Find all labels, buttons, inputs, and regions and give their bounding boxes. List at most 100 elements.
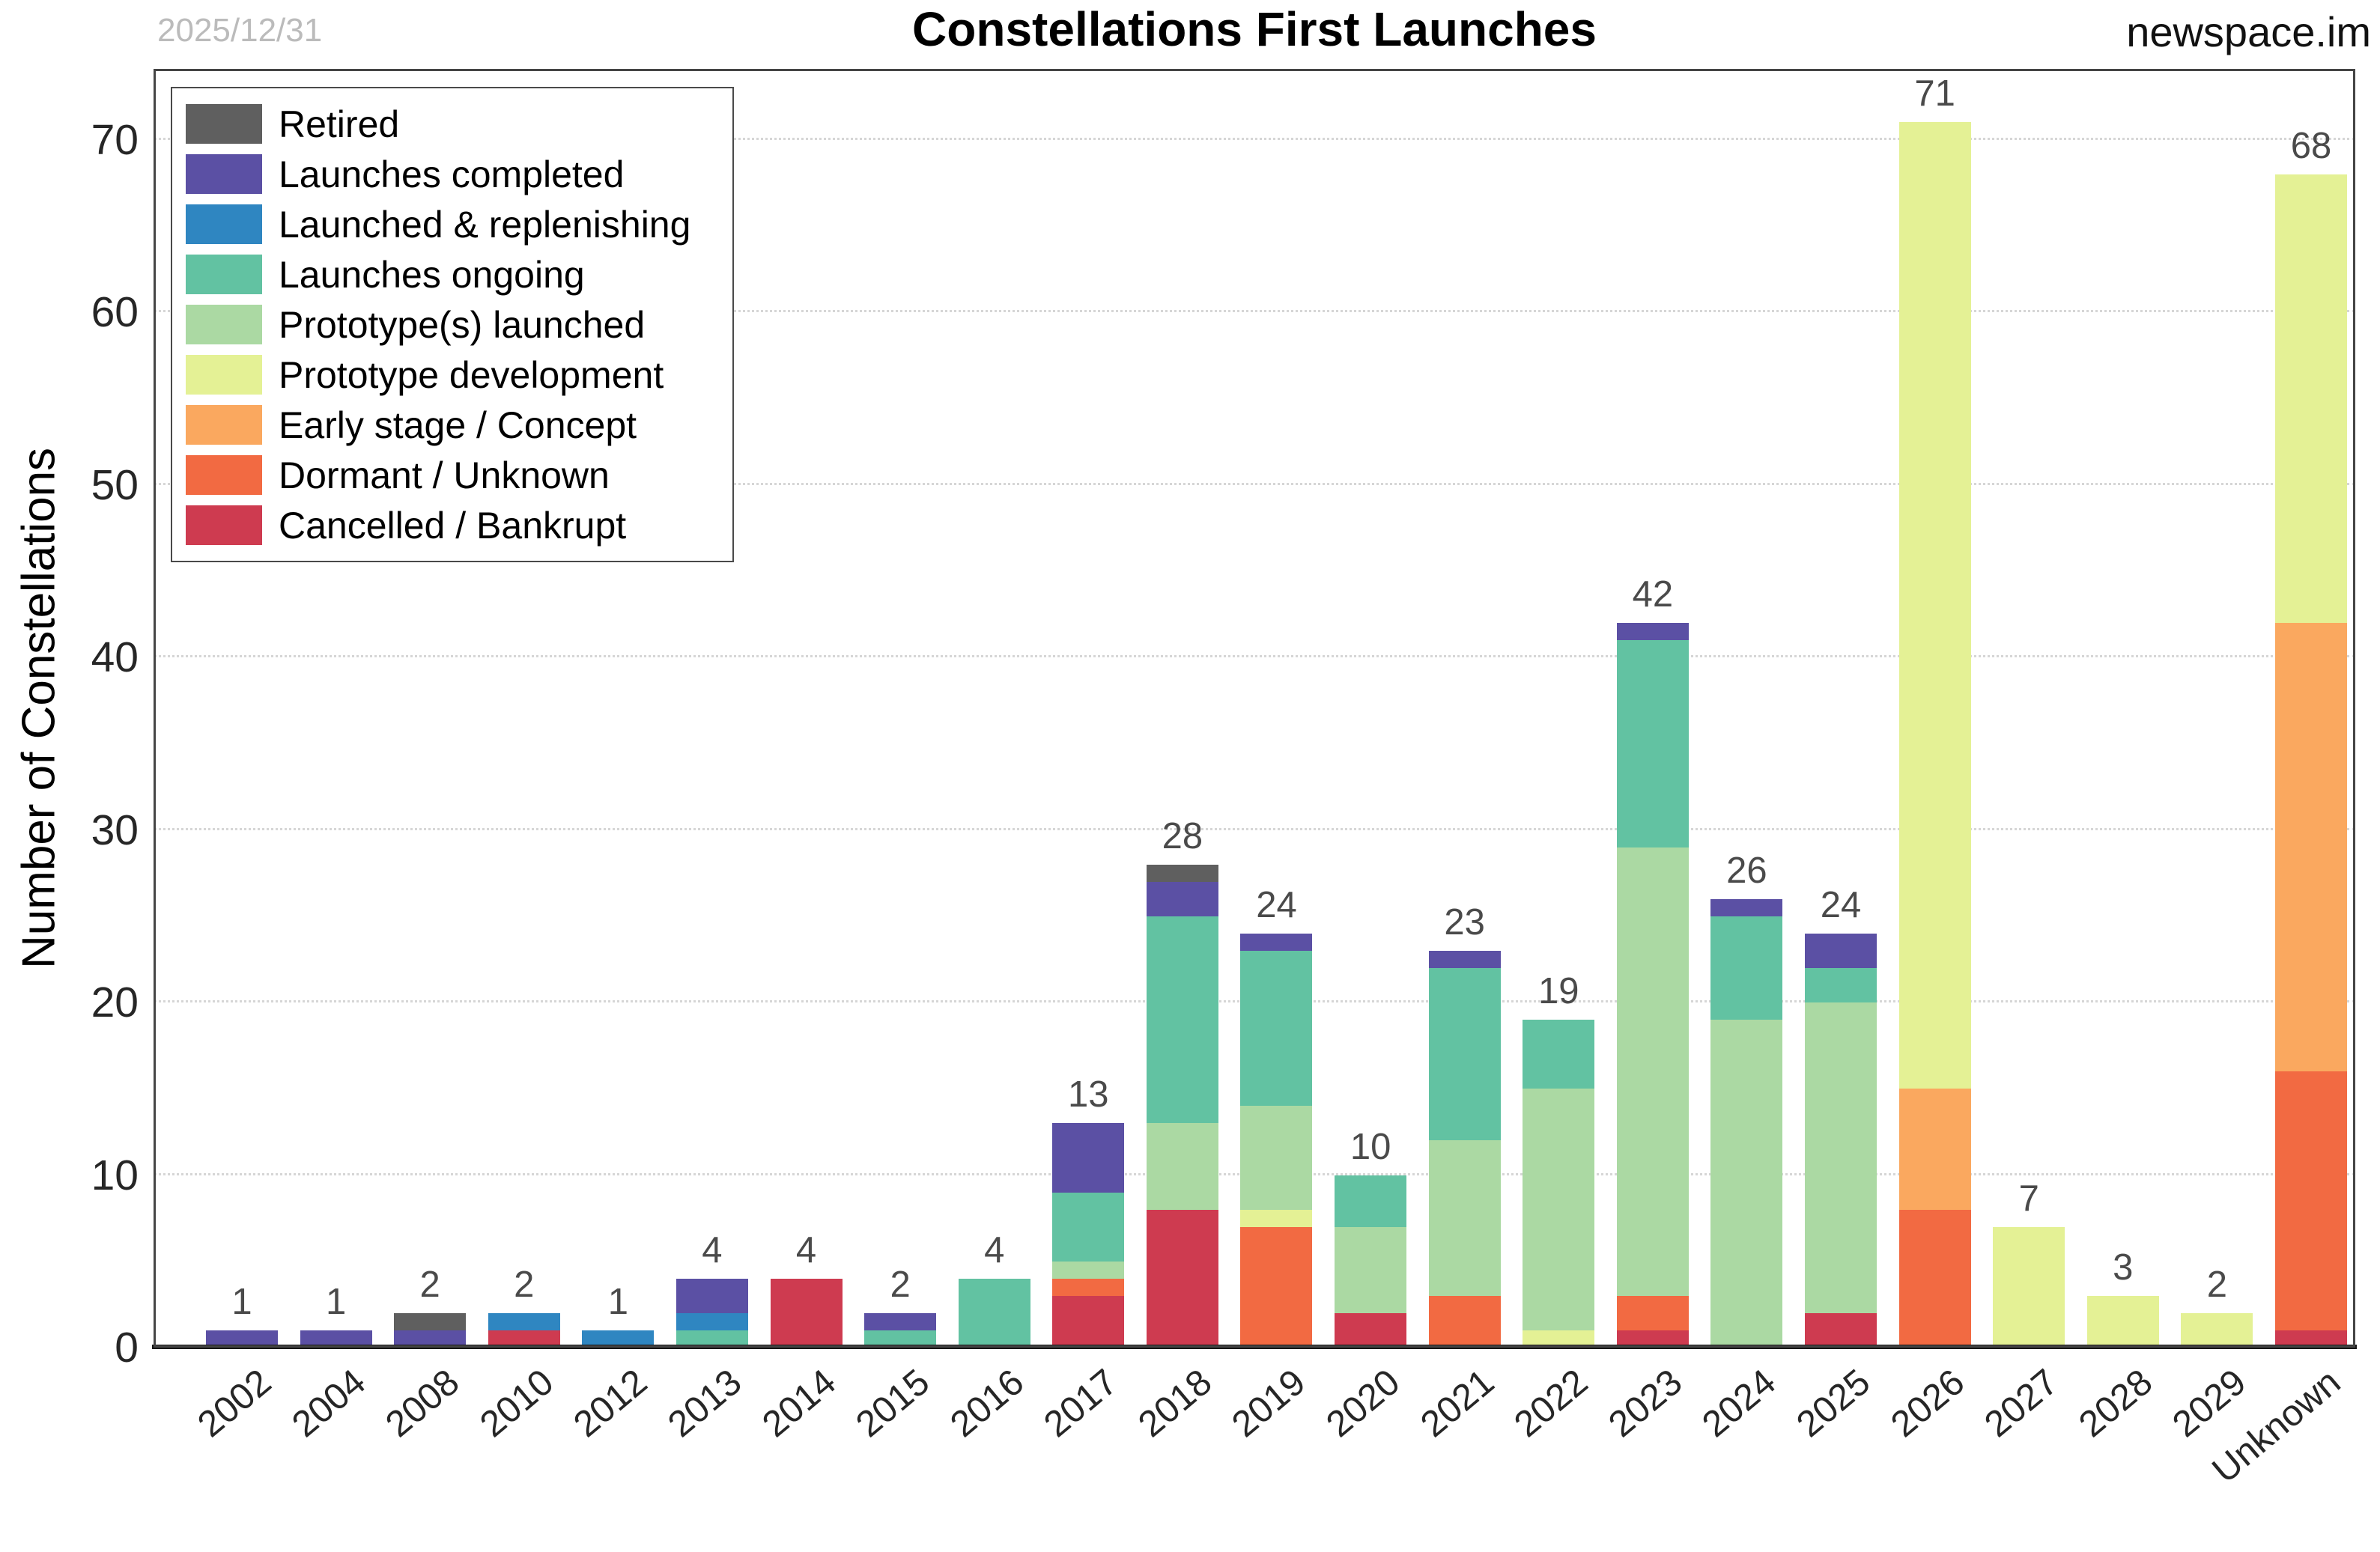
bar-segment-2025-cancelled-bankrupt	[1805, 1312, 1877, 1348]
legend-swatch-prototype-development	[186, 355, 262, 395]
bar-segment-2020-cancelled-bankrupt	[1335, 1312, 1407, 1348]
bar-segment-2020-launches-ongoing	[1335, 1175, 1407, 1227]
bar-segment-2023-prototype-s-launched	[1616, 847, 1689, 1296]
bar-total-2002: 1	[231, 1281, 252, 1322]
bar-segment-2018-cancelled-bankrupt	[1146, 1209, 1218, 1348]
bar-segment-2002-launches-completed	[206, 1330, 278, 1348]
plot-area	[154, 69, 2355, 1348]
legend-swatch-cancelled-bankrupt	[186, 505, 262, 545]
watermark-newspace-im: newspace.im	[2126, 8, 2371, 55]
bar-segment-2023-launches-ongoing	[1616, 639, 1689, 847]
y-tick-60: 60	[91, 288, 139, 336]
bar-total-2021: 23	[1444, 901, 1485, 943]
bar-segment-2024-launches-ongoing	[1710, 916, 1783, 1020]
legend-label: Prototype development	[279, 353, 664, 396]
bar-total-2013: 4	[702, 1229, 723, 1270]
bar-segment-2024-prototype-s-launched	[1710, 1020, 1783, 1348]
y-tick-70: 70	[91, 115, 139, 164]
bar-segment-2010-cancelled-bankrupt	[488, 1330, 560, 1348]
y-tick-0: 0	[115, 1324, 139, 1372]
bar-segment-unknown-cancelled-bankrupt	[2274, 1330, 2347, 1348]
bar-segment-2021-prototype-s-launched	[1428, 1140, 1501, 1296]
bar-segment-2022-prototype-development	[1523, 1330, 1595, 1348]
gridline-30	[154, 827, 2355, 830]
legend-item-cancelled-bankrupt: Cancelled / Bankrupt	[186, 500, 719, 550]
bar-total-2015: 2	[890, 1264, 911, 1305]
legend-label: Launched & replenishing	[279, 203, 691, 246]
bar-segment-2018-prototype-s-launched	[1146, 1123, 1218, 1210]
bar-segment-2013-launches-ongoing	[676, 1330, 748, 1348]
bar-segment-unknown-early-stage-concept	[2274, 622, 2347, 1072]
y-tick-10: 10	[91, 1151, 139, 1199]
bar-total-2029: 2	[2206, 1264, 2227, 1305]
bar-total-2010: 2	[514, 1264, 535, 1305]
bar-total-2018: 28	[1162, 815, 1203, 856]
bar-segment-2013-launched-replenishing	[676, 1312, 748, 1330]
y-axis-title: Number of Constellations	[13, 447, 65, 970]
y-tick-50: 50	[91, 460, 139, 509]
bar-segment-2021-launches-completed	[1428, 950, 1501, 968]
bar-segment-2018-launches-ongoing	[1146, 916, 1218, 1124]
bar-segment-2019-launches-ongoing	[1240, 950, 1313, 1107]
bar-total-2019: 24	[1256, 884, 1297, 925]
bar-total-2017: 13	[1068, 1074, 1109, 1116]
bar-segment-2008-retired	[394, 1312, 467, 1330]
bar-segment-2020-prototype-s-launched	[1335, 1226, 1407, 1313]
bar-segment-2017-cancelled-bankrupt	[1052, 1295, 1125, 1348]
bar-segment-2025-launches-completed	[1805, 933, 1877, 968]
y-tick-30: 30	[91, 806, 139, 854]
gridline-70	[154, 137, 2355, 140]
bar-segment-2019-prototype-development	[1240, 1209, 1313, 1227]
y-tick-40: 40	[91, 633, 139, 681]
bar-segment-2012-launched-replenishing	[582, 1330, 655, 1348]
bar-segment-2010-launched-replenishing	[488, 1312, 560, 1330]
bar-segment-unknown-dormant-unknown	[2274, 1071, 2347, 1330]
bar-segment-2029-prototype-development	[2181, 1312, 2253, 1348]
legend-item-retired: Retired	[186, 99, 719, 149]
legend-label: Launches completed	[279, 153, 625, 195]
bar-total-2008: 2	[419, 1264, 440, 1305]
bar-segment-2013-launches-completed	[676, 1278, 748, 1313]
legend-label: Prototype(s) launched	[279, 303, 646, 346]
bar-total-2012: 1	[607, 1281, 628, 1322]
legend-item-launched-replenishing: Launched & replenishing	[186, 199, 719, 249]
gridline-40	[154, 655, 2355, 657]
bar-segment-2008-launches-completed	[394, 1330, 467, 1348]
legend-label: Launches ongoing	[279, 253, 585, 296]
bar-segment-2017-launches-ongoing	[1052, 1192, 1125, 1262]
bar-total-unknown: 68	[2290, 125, 2332, 166]
bar-total-2027: 7	[2018, 1178, 2039, 1219]
legend-swatch-prototype-s-launched	[186, 305, 262, 344]
bar-segment-2026-dormant-unknown	[1898, 1209, 1971, 1348]
legend-swatch-retired	[186, 104, 262, 144]
legend-item-prototype-s-launched: Prototype(s) launched	[186, 299, 719, 350]
bar-total-2016: 4	[984, 1229, 1005, 1270]
gridline-60	[154, 310, 2355, 312]
bar-segment-2017-launches-completed	[1052, 1123, 1125, 1193]
bar-total-2014: 4	[795, 1229, 817, 1270]
bar-segment-2015-launches-completed	[864, 1312, 937, 1330]
legend-label: Early stage / Concept	[279, 404, 637, 446]
bar-segment-2028-prototype-development	[2086, 1295, 2159, 1348]
bar-total-2028: 3	[2113, 1247, 2134, 1288]
legend-item-launches-ongoing: Launches ongoing	[186, 249, 719, 299]
legend-swatch-launches-completed	[186, 154, 262, 194]
bar-segment-2019-dormant-unknown	[1240, 1226, 1313, 1348]
bar-segment-2022-prototype-s-launched	[1523, 1089, 1595, 1330]
legend-swatch-early-stage-concept	[186, 405, 262, 445]
legend-swatch-launches-ongoing	[186, 255, 262, 294]
bar-segment-2024-launches-completed	[1710, 898, 1783, 916]
chart-title: Constellations First Launches	[912, 2, 1597, 56]
bar-segment-2004-launches-completed	[300, 1330, 372, 1348]
bar-segment-2021-launches-ongoing	[1428, 967, 1501, 1141]
legend-item-dormant-unknown: Dormant / Unknown	[186, 450, 719, 500]
legend-item-launches-completed: Launches completed	[186, 149, 719, 199]
bar-segment-2025-launches-ongoing	[1805, 967, 1877, 1002]
legend-label: Cancelled / Bankrupt	[279, 504, 627, 547]
legend-item-prototype-development: Prototype development	[186, 350, 719, 400]
bar-segment-2015-launches-ongoing	[864, 1330, 937, 1348]
bar-total-2004: 1	[325, 1281, 347, 1322]
bar-segment-2023-dormant-unknown	[1616, 1295, 1689, 1330]
bar-segment-2021-dormant-unknown	[1428, 1295, 1501, 1348]
